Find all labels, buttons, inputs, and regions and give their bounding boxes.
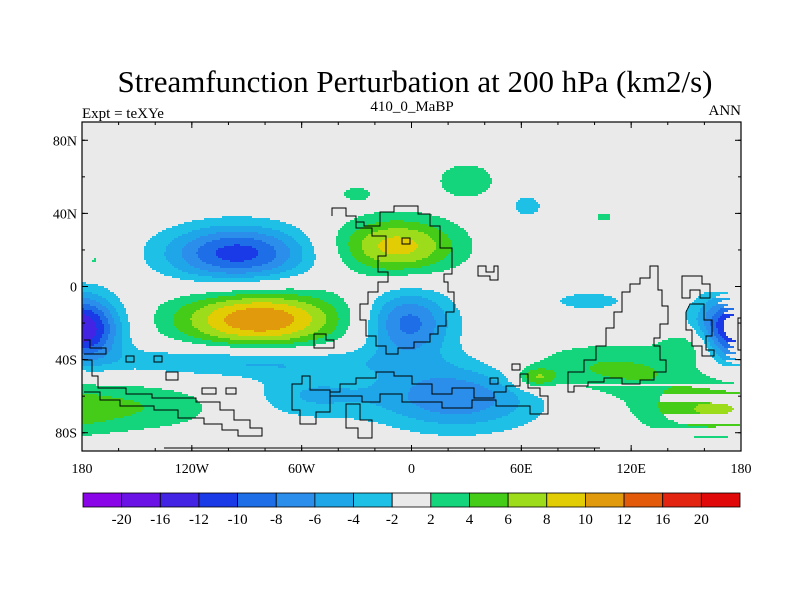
- colorbar-label: 4: [466, 512, 474, 528]
- chart-title: Streamfunction Perturbation at 200 hPa (…: [118, 64, 713, 99]
- colorbar-label: 8: [543, 512, 551, 528]
- colorbar-swatch: [507, 492, 548, 508]
- colorbar-swatch: [469, 492, 509, 508]
- colorbar-label: 6: [504, 512, 512, 528]
- x-tick-label: 120W: [175, 462, 210, 477]
- colorbar-label: -2: [386, 512, 399, 528]
- colorbar-label: 16: [655, 512, 671, 528]
- colorbar-label: 2: [427, 512, 435, 528]
- season-label: ANN: [709, 103, 742, 119]
- x-tick-label: 120E: [616, 462, 646, 477]
- colorbar-swatch: [623, 492, 664, 508]
- colorbar-swatch: [546, 492, 586, 508]
- y-tick-label: 40S: [55, 354, 77, 369]
- colorbar-label: 20: [694, 512, 709, 528]
- colorbar-label: 10: [578, 512, 593, 528]
- colorbar-swatch: [159, 492, 200, 508]
- colorbar-swatch: [314, 492, 354, 508]
- colorbar-label: -10: [228, 512, 248, 528]
- x-tick-label: 180: [72, 462, 93, 477]
- x-tick-label: 60E: [510, 462, 533, 477]
- x-axis: 180 120W 60W 0 60E 120E 180: [72, 122, 752, 477]
- y-tick-label: 80N: [53, 134, 77, 149]
- colorbar-swatch: [237, 492, 277, 508]
- colorbar-swatch: [662, 492, 702, 508]
- x-tick-label: 180: [731, 462, 752, 477]
- colorbar-swatch: [198, 492, 238, 508]
- colorbar: -20 -16 -12 -10 -8 -6 -4 -2 2 4 6 8 10 12 16 20: [82, 492, 741, 528]
- x-tick-label: 0: [408, 462, 415, 477]
- colorbar-swatch: [121, 492, 161, 508]
- colorbar-label: 12: [617, 512, 632, 528]
- colorbar-swatch: [391, 492, 432, 508]
- colorbar-swatch: [353, 492, 393, 508]
- x-tick-label: 60W: [288, 462, 316, 477]
- experiment-label: Expt = teXYe: [82, 106, 164, 122]
- colorbar-swatch: [585, 492, 625, 508]
- colorbar-label: -16: [150, 512, 170, 528]
- colorbar-swatch: [82, 492, 123, 508]
- colorbar-swatch: [430, 492, 470, 508]
- y-axis: 80N 40N 0 40S 80S: [53, 134, 741, 442]
- coastline-outlines: [84, 205, 741, 449]
- y-tick-label: 80S: [55, 427, 77, 442]
- contour-field: [82, 166, 740, 438]
- y-tick-label: 40N: [53, 207, 77, 222]
- colorbar-label: -4: [347, 512, 360, 528]
- y-tick-label: 0: [70, 281, 77, 296]
- colorbar-label: -12: [189, 512, 209, 528]
- colorbar-swatch: [700, 492, 741, 508]
- colorbar-label: -8: [270, 512, 283, 528]
- colorbar-label: -6: [309, 512, 322, 528]
- colorbar-label: -20: [112, 512, 132, 528]
- run-label: 410_0_MaBP: [370, 99, 453, 115]
- colorbar-swatch: [275, 492, 316, 508]
